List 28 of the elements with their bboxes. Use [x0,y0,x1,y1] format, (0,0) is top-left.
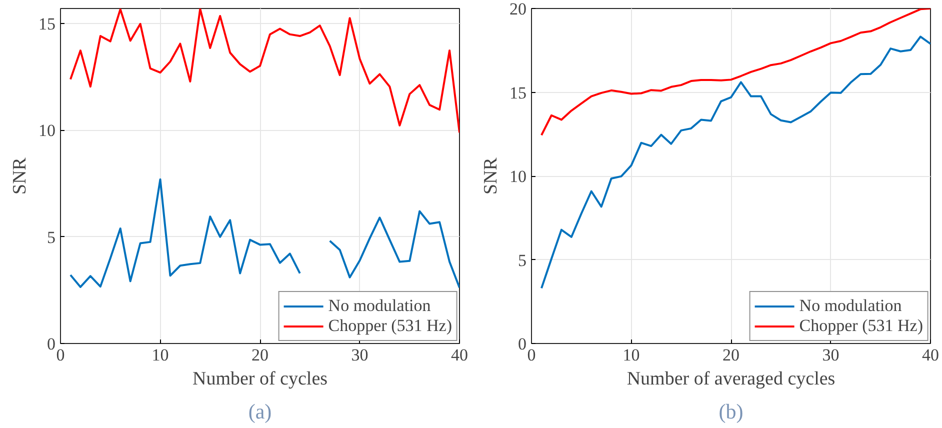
y-tick-label: 5 [518,250,526,270]
y-tick-label: 20 [510,0,526,18]
y-tick-label: 5 [47,228,56,247]
line-series [69,8,460,134]
line-series [540,8,930,136]
x-tick-label: 30 [822,346,840,364]
x-tick-label: 10 [152,346,169,364]
y-tick-label: 10 [510,167,526,186]
text: (a) [248,400,272,424]
y-tick-label: 10 [38,121,56,140]
x-tick-label: 10 [622,346,640,364]
line-series [540,36,930,290]
legend-label: No modulation [799,296,902,316]
text: (b) [718,400,744,424]
y-axis-title: SNR [480,157,502,194]
x-tick-label: 40 [922,346,939,364]
x-tick-label: 20 [252,346,268,364]
legend-label: Chopper (531 Hz) [328,316,452,336]
y-axis-title: SNR [10,157,30,194]
x-tick-label: 20 [722,346,740,364]
y-tick-label: 15 [510,83,526,102]
legend-label: Chopper (531 Hz) [799,316,923,336]
legend-label: No modulation [328,296,431,316]
x-axis-title: Number of averaged cycles [626,368,836,390]
x-tick-label: 30 [351,346,368,364]
x-tick-label: 40 [451,346,468,364]
x-axis-title: Number of cycles [192,368,328,390]
y-tick-label: 15 [38,14,56,34]
